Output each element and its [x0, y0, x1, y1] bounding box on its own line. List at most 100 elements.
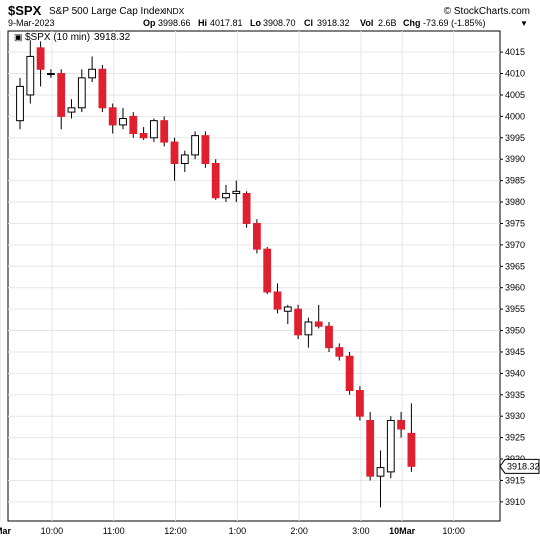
y-tick-label: 3910 [505, 497, 525, 507]
candle [232, 180, 241, 203]
candle-body-down [366, 419, 375, 477]
candle-body-up [180, 154, 189, 164]
legend-label: $SPX (10 min) [25, 32, 90, 43]
candle-body-down [263, 248, 272, 293]
candle-body-down [397, 419, 406, 430]
y-tick-label: 4015 [505, 47, 525, 57]
source-label: © StockCharts.com [444, 6, 530, 17]
candle [407, 403, 416, 472]
candle-body-up [191, 135, 199, 156]
y-tick-label: 4005 [505, 90, 525, 100]
vol-label: Vol [360, 18, 373, 28]
x-tick-label: 10:00 [442, 526, 465, 536]
date-label: 9-Mar-2023 [8, 18, 55, 28]
candle-body-down [314, 321, 323, 327]
candle-body-up [88, 68, 96, 79]
candle-body-down [325, 325, 333, 349]
candle-body-up [376, 467, 385, 477]
candle-body-down [108, 107, 117, 126]
candle-body-down [211, 162, 220, 199]
candle [47, 69, 55, 78]
candle [170, 137, 179, 181]
hi-value: 4017.81 [210, 18, 243, 28]
y-tick-label: 3935 [505, 390, 525, 400]
candles-group [16, 40, 416, 508]
vol-value: 2.6B [378, 18, 397, 28]
candle-body-up [47, 73, 55, 76]
y-tick-label: 3960 [505, 283, 525, 293]
cl-label: Cl [304, 18, 313, 28]
candle [314, 304, 323, 329]
candle-body-down [170, 141, 179, 164]
candle [77, 69, 86, 113]
candle-body-down [335, 347, 344, 357]
candle-body-up [77, 77, 86, 109]
y-tick-label: 3950 [505, 326, 525, 336]
candle-body-up [304, 321, 313, 336]
candle [201, 131, 210, 168]
candle-body-down [407, 432, 416, 467]
candle-body-down [242, 192, 251, 224]
candle-body-up [232, 190, 241, 194]
candle [129, 112, 138, 138]
candle [356, 386, 364, 421]
candle [376, 450, 385, 508]
candle-body-down [201, 135, 210, 164]
y-tick-label: 3955 [505, 304, 525, 314]
y-tick-label: 3975 [505, 218, 525, 228]
last-price-tag-box [499, 458, 540, 474]
hi-label: Hi [198, 18, 207, 28]
candle [211, 159, 220, 200]
candle [304, 317, 313, 348]
candle-body-down [160, 120, 169, 143]
x-tick-label: 1:00 [229, 526, 247, 536]
plot-area [7, 30, 501, 522]
candle [88, 56, 96, 83]
x-tick-label: 10Mar [389, 526, 416, 536]
candle-body-down [294, 308, 303, 336]
down-arrow-icon: ▼ [520, 19, 528, 28]
candle [67, 99, 76, 119]
candle-body-up [67, 107, 76, 113]
lo-value: 3908.70 [263, 18, 296, 28]
candle [119, 107, 127, 130]
candle [108, 103, 117, 134]
chg-label: Chg [403, 18, 421, 28]
candle [36, 41, 45, 87]
candle [263, 247, 272, 295]
y-tick-label: 4010 [505, 69, 525, 79]
y-tick-label: 3945 [505, 347, 525, 357]
candle-body-up [119, 118, 127, 126]
legend-value: 3918.32 [94, 32, 131, 43]
candle [57, 69, 66, 130]
last-price-tag: 3918.32 [499, 458, 540, 474]
candle [253, 219, 261, 254]
legend-marker-icon: ▣ [14, 32, 23, 42]
candle-body-down [345, 355, 354, 392]
y-tick-label: 3965 [505, 261, 525, 271]
y-tick-label: 3925 [505, 433, 525, 443]
candle [180, 150, 189, 173]
x-tick-label: 11:00 [103, 526, 125, 536]
candle-body-down [273, 291, 282, 310]
candle-body-down [36, 47, 45, 70]
candle [242, 191, 251, 228]
y-tick-label: 4000 [505, 111, 525, 121]
candle-body-up [386, 419, 395, 473]
y-tick-label: 3940 [505, 368, 525, 378]
x-tick-label: 9Mar [0, 526, 11, 536]
candle [345, 351, 354, 395]
index-name: S&P 500 Large Cap Index [49, 6, 165, 17]
candle [98, 64, 107, 113]
y-tick-label: 3985 [505, 176, 525, 186]
candle [294, 304, 303, 340]
candle [386, 416, 395, 479]
candle-body-down [98, 68, 107, 109]
y-tick-label: 3990 [505, 154, 525, 164]
op-label: Op [143, 18, 156, 28]
last-price-tag-text: 3918.32 [507, 461, 540, 471]
y-tick-label: 3915 [505, 475, 525, 485]
candle-body-up [26, 55, 35, 96]
candle-body-up [222, 192, 230, 199]
